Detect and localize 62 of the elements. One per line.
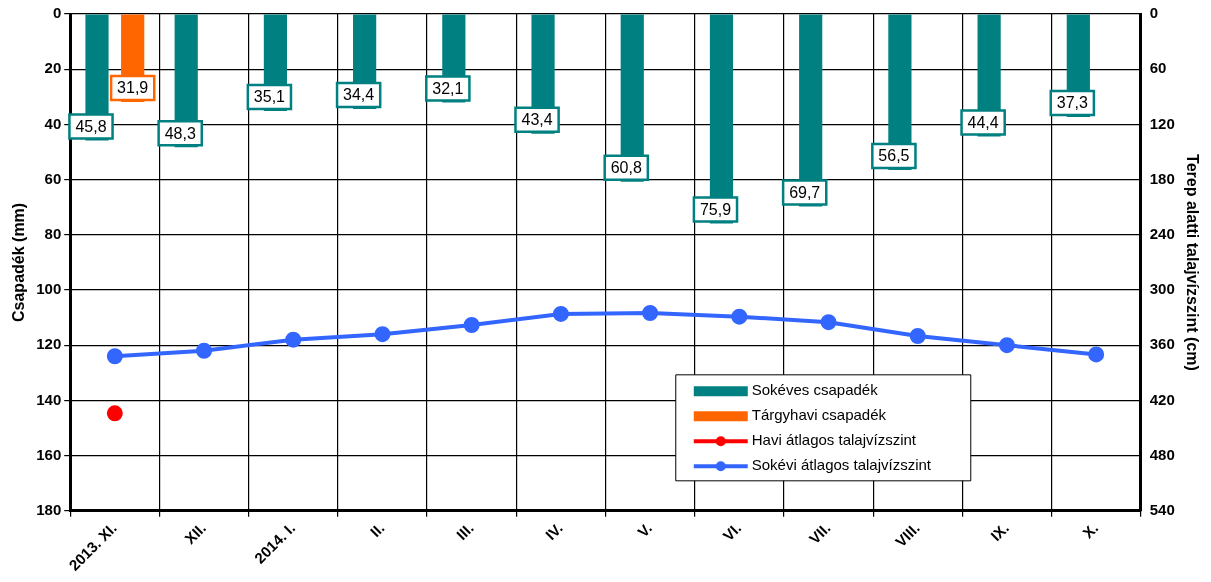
y-tick-label: 60 [44, 169, 62, 187]
legend-label: Tárgyhavi csapadék [751, 406, 887, 424]
data-label: 44,4 [967, 113, 999, 131]
y-tick-label: 0 [52, 4, 62, 22]
x-tick-label: III. [452, 519, 477, 544]
y2-tick-label: 300 [1149, 280, 1175, 298]
data-label: 31,9 [117, 79, 149, 97]
y-tick-label: 40 [44, 114, 62, 132]
x-tick-label: VII. [805, 519, 834, 548]
y2-tick-label: 0 [1149, 4, 1159, 22]
point [285, 331, 302, 348]
x-tick-label: VIII. [891, 519, 923, 551]
point [463, 316, 480, 333]
data-label: 43,4 [521, 111, 553, 129]
point [196, 342, 213, 359]
legend-label: Havi átlagos talajvízszint [751, 431, 917, 449]
y-tick-label: 80 [44, 224, 62, 242]
data-label: 75,9 [699, 200, 732, 218]
y2-tick-label: 540 [1149, 500, 1175, 518]
y2-tick-label: 240 [1149, 224, 1175, 242]
point [374, 326, 391, 343]
x-tick-label: X. [1079, 519, 1102, 542]
data-label: 34,4 [343, 86, 375, 104]
y2-tick-label: 420 [1149, 390, 1175, 408]
x-tick-label: II. [366, 519, 388, 541]
y-axis-title: Csapadék (mm) [10, 202, 28, 322]
point [552, 305, 569, 322]
data-label: 69,7 [789, 183, 821, 201]
data-label: 60,8 [610, 159, 642, 177]
point [731, 308, 748, 325]
legend-label: Sokévi átlagos talajvízszint [751, 456, 932, 474]
data-label: 56,5 [878, 147, 910, 165]
data-label: 35,1 [253, 88, 286, 106]
y2-tick-label: 180 [1149, 169, 1175, 187]
x-tick-label: VI. [719, 519, 745, 545]
x-tick-label: IX. [987, 519, 1012, 545]
data-label: 45,8 [75, 117, 107, 135]
y2-tick-label: 120 [1149, 114, 1175, 132]
y-tick-label: 160 [36, 445, 62, 463]
x-tick-label: IV. [541, 519, 566, 544]
y2-tick-label: 60 [1149, 59, 1167, 77]
point [642, 305, 659, 322]
point [909, 328, 926, 345]
data-label: 48,3 [164, 124, 196, 142]
y2-tick-label: 360 [1149, 335, 1175, 353]
x-tick-label: V. [634, 519, 656, 541]
y2-axis-title: Terep alatti talajvízszint (cm) [1183, 154, 1201, 371]
y2-tick-label: 480 [1149, 445, 1175, 463]
y-tick-label: 140 [36, 390, 62, 408]
point [998, 337, 1015, 354]
legend-label: Sokéves csapadék [751, 381, 879, 399]
data-label: 32,1 [432, 80, 464, 97]
y-tick-label: 20 [44, 59, 62, 77]
point [1088, 346, 1105, 363]
data-label: 37,3 [1056, 94, 1088, 112]
y-tick-label: 180 [36, 500, 62, 518]
y-tick-label: 100 [36, 280, 62, 298]
point [820, 314, 837, 331]
x-tick-label: XII. [181, 519, 210, 548]
point [106, 405, 123, 422]
point [106, 348, 123, 365]
y-tick-label: 120 [36, 335, 62, 353]
